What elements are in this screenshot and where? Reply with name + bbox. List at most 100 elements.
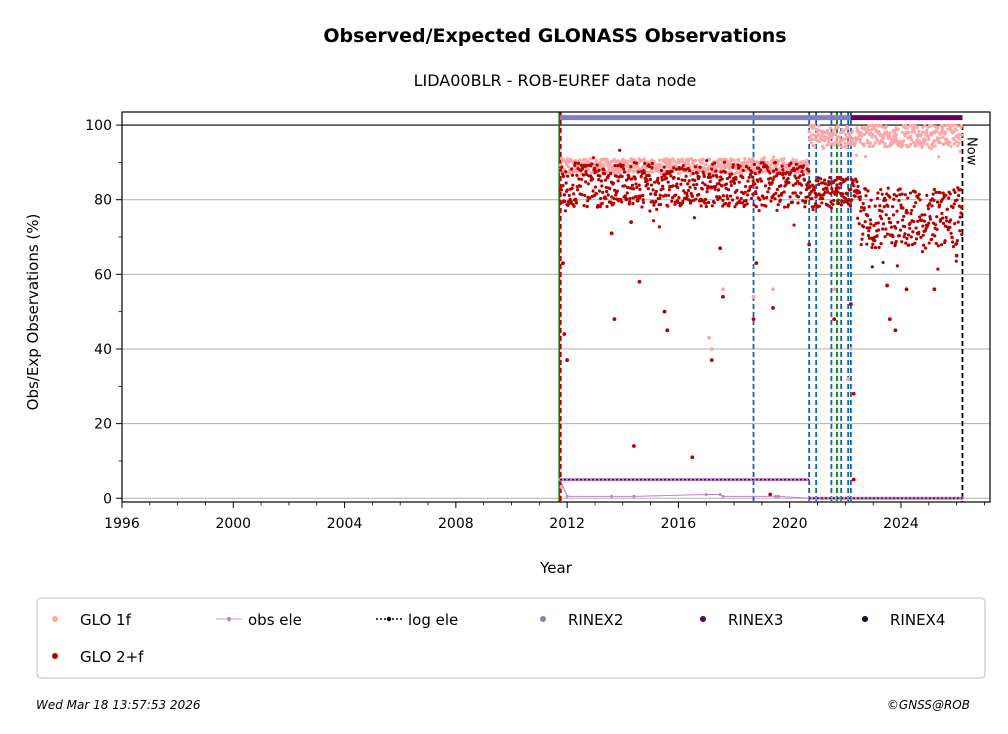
data-point: [919, 133, 923, 137]
data-point: [561, 183, 565, 188]
data-point: [951, 244, 956, 249]
data-point: [923, 213, 927, 217]
data-point: [920, 130, 925, 134]
data-point: [851, 178, 855, 183]
data-point: [812, 123, 816, 127]
data-point: [628, 196, 632, 201]
data-point: [777, 494, 781, 498]
data-point: [952, 137, 956, 141]
data-point: [607, 173, 611, 178]
data-point: [883, 142, 887, 146]
data-point: [933, 234, 937, 238]
data-point: [941, 216, 945, 220]
data-point: [693, 178, 697, 182]
data-point: [683, 178, 687, 182]
data-point: [765, 160, 770, 165]
data-point: [748, 172, 752, 177]
data-point: [959, 124, 963, 128]
data-point: [653, 193, 658, 197]
data-point: [659, 163, 663, 167]
data-point: [819, 134, 823, 138]
legend-swatch: [700, 616, 706, 622]
data-point: [900, 218, 905, 222]
y-tick-label: 0: [103, 491, 112, 507]
data-point: [936, 267, 940, 271]
data-point: [718, 196, 722, 200]
data-point: [658, 193, 662, 197]
data-point: [611, 181, 615, 185]
data-point: [951, 240, 955, 244]
data-point: [868, 226, 872, 230]
data-point: [754, 261, 759, 266]
data-point: [931, 192, 935, 196]
data-point: [866, 189, 870, 193]
data-point: [771, 306, 775, 310]
data-point: [949, 144, 953, 148]
data-point: [659, 168, 664, 173]
data-point: [780, 191, 784, 195]
data-point: [818, 193, 822, 197]
data-point: [848, 302, 853, 307]
data-point: [855, 126, 859, 130]
data-point: [913, 190, 917, 194]
data-point: [820, 137, 824, 142]
data-point: [839, 203, 843, 207]
data-point: [637, 183, 641, 187]
data-point: [561, 261, 565, 266]
data-point: [657, 181, 661, 185]
data-point: [745, 202, 749, 206]
data-point: [880, 209, 884, 213]
data-point: [762, 156, 766, 160]
data-point: [622, 170, 627, 174]
data-point: [645, 174, 649, 178]
data-point: [807, 169, 811, 173]
data-point: [709, 358, 714, 363]
data-point: [774, 494, 778, 498]
data-point: [747, 188, 752, 192]
data-point: [891, 142, 895, 146]
data-point: [927, 221, 931, 225]
data-point: [865, 138, 870, 143]
data-point: [580, 192, 584, 197]
data-point: [690, 194, 695, 199]
data-point: [648, 177, 652, 181]
data-point: [885, 232, 890, 236]
data-point: [859, 209, 863, 213]
data-point: [816, 179, 820, 183]
data-point: [793, 174, 797, 178]
y-tick-label: 40: [94, 342, 112, 358]
data-point: [871, 144, 876, 148]
data-point: [721, 198, 725, 202]
data-point: [619, 198, 623, 202]
data-point: [685, 191, 689, 196]
data-point: [886, 186, 890, 190]
data-point: [558, 168, 563, 172]
data-point: [654, 189, 658, 194]
data-point: [806, 195, 810, 199]
data-point: [877, 130, 881, 135]
data-point: [927, 137, 931, 142]
data-point: [879, 188, 883, 192]
data-point: [933, 144, 937, 148]
data-point: [926, 207, 930, 211]
data-point: [949, 218, 953, 222]
data-point: [899, 203, 903, 207]
data-point: [723, 170, 727, 174]
data-point: [641, 200, 646, 205]
data-point: [953, 221, 957, 226]
data-point: [576, 161, 581, 165]
data-point: [864, 194, 868, 198]
data-point: [771, 155, 776, 159]
data-point: [692, 216, 696, 220]
data-point: [754, 205, 758, 209]
data-point: [937, 136, 942, 140]
data-point: [692, 183, 696, 187]
data-point: [688, 164, 692, 168]
data-point: [705, 190, 709, 194]
data-point: [602, 168, 606, 172]
data-point: [623, 184, 627, 188]
data-point: [632, 187, 636, 191]
data-point: [792, 223, 796, 227]
data-point: [955, 124, 959, 129]
